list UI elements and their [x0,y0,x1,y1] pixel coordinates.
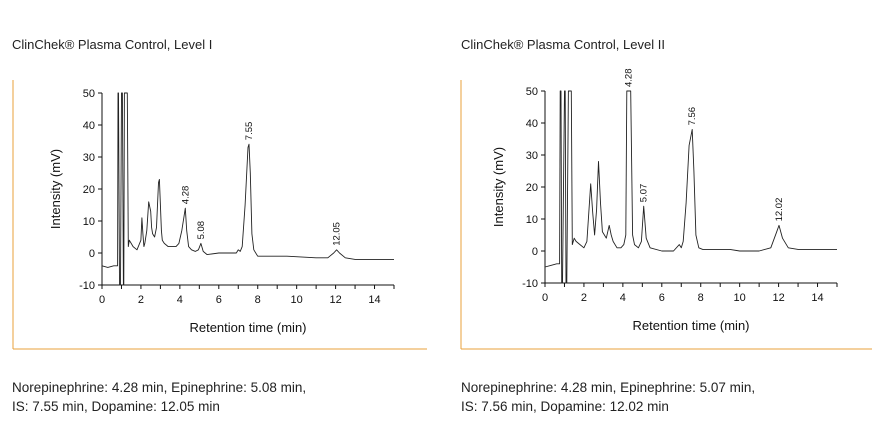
chart-title-level-2: ClinChek® Plasma Control, Level II [461,37,665,52]
retention-summary-level-2: Norepinephrine: 4.28 min, Epinephrine: 5… [461,378,755,416]
x-tick-label: 2 [581,292,587,304]
chromatogram-level-1: -10 0 10 20 30 40 50 0 2 4 6 8 10 12 14 Retention time … [12,80,427,350]
x-tick-label: 0 [99,294,105,306]
x-tick-label: 14 [811,292,823,304]
chromatogram-trace [101,92,394,286]
peak-label: 12.02 [774,198,785,222]
x-tick-label: 10 [291,294,303,306]
y-tick-label: 20 [526,182,538,194]
peak-label: 7.55 [244,122,255,141]
peak-label: 4.28 [623,69,634,88]
y-tick-label: 0 [532,246,538,258]
x-tick-label: 14 [368,294,380,306]
peak-label: 12.05 [332,222,343,246]
x-tick-label: 6 [216,294,222,306]
x-tick-label: 10 [734,292,746,304]
peak-label: 5.07 [639,184,650,203]
peak-label: 7.56 [687,107,698,126]
chromatogram-trace [544,90,837,284]
y-tick-label: 30 [526,150,538,162]
x-tick-label: 8 [698,292,704,304]
retention-summary-line-1: Norepinephrine: 4.28 min, Epinephrine: 5… [461,380,756,395]
y-tick-label: 40 [83,120,95,132]
y-tick-label: -10 [79,280,95,292]
y-tick-label: 30 [83,152,95,164]
y-tick-label: 10 [526,214,538,226]
y-tick-label: -10 [522,278,538,290]
x-axis-label: Retention time (min) [632,318,749,333]
x-tick-label: 12 [329,294,341,306]
y-tick-label: 50 [526,86,538,98]
retention-summary-line-2: IS: 7.56 min, Dopamine: 12.02 min [461,399,669,414]
peak-label: 4.28 [180,186,191,205]
x-axis-label: Retention time (min) [189,320,306,335]
x-tick-label: 4 [620,292,626,304]
x-tick-label: 12 [772,292,784,304]
x-tick-label: 2 [138,294,144,306]
x-tick-label: 6 [659,292,665,304]
retention-summary-line-1: Norepinephrine: 4.28 min, Epinephrine: 5… [12,380,307,395]
x-tick-label: 8 [255,294,261,306]
retention-summary-level-1: Norepinephrine: 4.28 min, Epinephrine: 5… [12,378,306,416]
y-tick-label: 50 [83,88,95,100]
peak-label: 5.08 [196,221,207,240]
x-tick-label: 0 [542,292,548,304]
y-tick-label: 10 [83,216,95,228]
retention-summary-line-2: IS: 7.55 min, Dopamine: 12.05 min [12,399,220,414]
x-tick-label: 4 [177,294,183,306]
y-axis-label: Intensity (mV) [48,149,63,229]
y-tick-label: 20 [83,184,95,196]
chart-title-level-1: ClinChek® Plasma Control, Level I [12,37,213,52]
y-tick-label: 0 [89,248,95,260]
y-tick-label: 40 [526,118,538,130]
y-axis-label: Intensity (mV) [491,147,506,227]
